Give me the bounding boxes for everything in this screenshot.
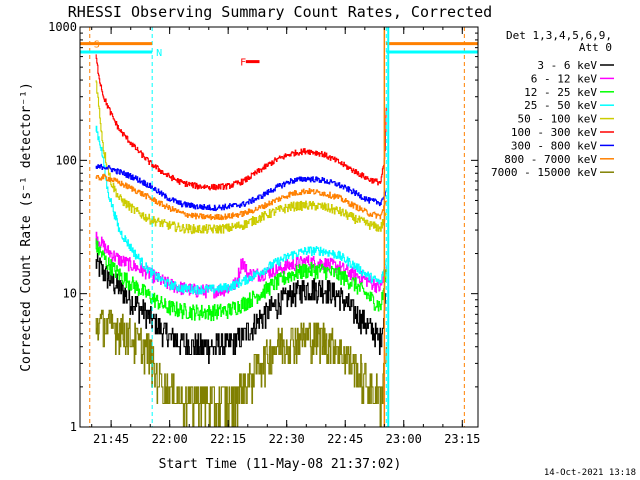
y-axis-label: Corrected Count Rate (s⁻¹ detector⁻¹): [19, 82, 34, 372]
y-tick-label: 1000: [48, 20, 77, 34]
legend-entry-label: 300 - 800 keV: [511, 139, 597, 152]
axis-layer: 21:45 22:00 22:15 22:30 22:45 23:00 23:15 1 10 10…: [48, 20, 480, 446]
legend-entry-label: 800 - 7000 keV: [504, 153, 597, 166]
series-line-12-25-kev: [95, 238, 387, 322]
series-layer: [95, 54, 387, 428]
x-tick-label: 22:15: [210, 432, 246, 446]
x-tick-label: 21:45: [93, 432, 129, 446]
legend-entry-label: 12 - 25 keV: [524, 86, 597, 99]
series-line-25-50-kev: [95, 125, 387, 295]
legend-entry-label: 25 - 50 keV: [524, 99, 597, 112]
x-tick-label: 22:30: [269, 432, 305, 446]
x-tick-label: 22:45: [327, 432, 363, 446]
y-tick-label: 10: [63, 287, 77, 301]
plot-frame: [79, 26, 479, 428]
series-line-800-7000-kev: [95, 173, 387, 221]
x-tick-label: 23:00: [386, 432, 422, 446]
legend-entry-label: 3 - 6 keV: [537, 59, 597, 72]
x-tick-label: 23:15: [444, 432, 480, 446]
x-axis-label: Start Time (11-May-08 21:37:02): [159, 457, 402, 472]
overlay-layer: S N F: [80, 27, 478, 427]
chart-title: RHESSI Observing Summary Count Rates, Co…: [68, 3, 492, 21]
legend-entry-label: 6 - 12 keV: [531, 72, 598, 85]
series-line-100-300-kev: [95, 54, 387, 191]
marker-label-f: F: [240, 58, 246, 69]
series-line-7000-15000-kev: [95, 309, 387, 428]
marker-label-n: N: [156, 48, 162, 59]
series-line-50-100-kev: [95, 80, 387, 235]
series-line-300-800-kev: [95, 163, 387, 212]
legend-header: Att 0: [579, 41, 612, 54]
y-tick-label: 100: [55, 153, 77, 167]
legend-entry-label: 50 - 100 keV: [518, 113, 598, 126]
plot-date-footer: 14-Oct-2021 13:18: [544, 468, 636, 478]
legend-entry-label: 100 - 300 keV: [511, 126, 597, 139]
legend-entry-label: 7000 - 15000 keV: [491, 166, 597, 179]
marker-label-s: S: [94, 40, 100, 51]
series-line-3-6-kev: [95, 252, 387, 364]
x-tick-label: 22:00: [152, 432, 188, 446]
legend-header: Det 1,3,4,5,6,9,: [506, 29, 612, 42]
y-tick-label: 1: [70, 420, 77, 434]
